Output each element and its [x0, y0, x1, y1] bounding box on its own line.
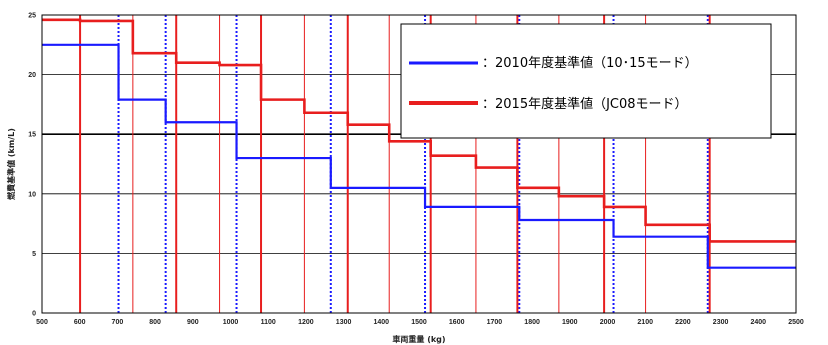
x-tick-label: 1000	[223, 319, 239, 326]
x-tick-label: 2300	[713, 319, 729, 326]
y-tick-label: 0	[32, 311, 36, 318]
x-tick-label: 600	[74, 319, 86, 326]
x-tick-labels: 500 600 700 800 900 1000 1100 1200 1300 1400 1500 1…	[36, 319, 804, 326]
x-axis-title: 車両重量 (kg)	[392, 334, 445, 344]
legend-label-2010: ：2010年度基準値（10･15モード）	[482, 55, 698, 71]
x-tick-label: 2500	[788, 319, 804, 326]
legend: ：2010年度基準値（10･15モード） ：2015年度基準値（JC08モード）	[400, 23, 772, 139]
series-line-1	[42, 18, 796, 243]
x-tick-label: 1700	[487, 319, 503, 326]
y-axis-title: 燃費基準値 (km/L)	[6, 128, 16, 200]
plot-border	[41, 14, 797, 314]
x-tick-label: 500	[36, 319, 48, 326]
series-line-0	[42, 43, 796, 269]
x-tick-label: 800	[149, 319, 161, 326]
x-tick-label: 1400	[374, 319, 390, 326]
legend-box	[400, 23, 772, 139]
series-lines	[42, 18, 796, 269]
y-tick-label: 10	[28, 191, 36, 198]
x-tick-label: 2000	[600, 319, 616, 326]
x-tick-label: 1900	[562, 319, 578, 326]
x-tick-label: 900	[187, 319, 199, 326]
x-tick-label: 1800	[524, 319, 540, 326]
x-tick-label: 2200	[675, 319, 691, 326]
x-tick-label: 700	[112, 319, 124, 326]
x-tick-label: 1100	[261, 319, 276, 326]
x-tick-label: 1600	[449, 319, 465, 326]
y-tick-label: 5	[32, 251, 36, 258]
x-tick-label: 2400	[751, 319, 767, 326]
x-tick-label: 1500	[411, 319, 427, 326]
y-tick-labels: 0 5 10 15 20 25	[28, 13, 36, 318]
x-tick-label: 2100	[637, 319, 653, 326]
y-tick-label: 20	[28, 72, 36, 79]
y-tick-label: 15	[28, 132, 36, 139]
y-tick-label: 25	[28, 13, 36, 20]
x-tick-label: 1300	[336, 319, 352, 326]
legend-label-2015: ：2015年度基準値（JC08モード）	[482, 96, 688, 112]
x-tick-label: 1200	[298, 319, 314, 326]
